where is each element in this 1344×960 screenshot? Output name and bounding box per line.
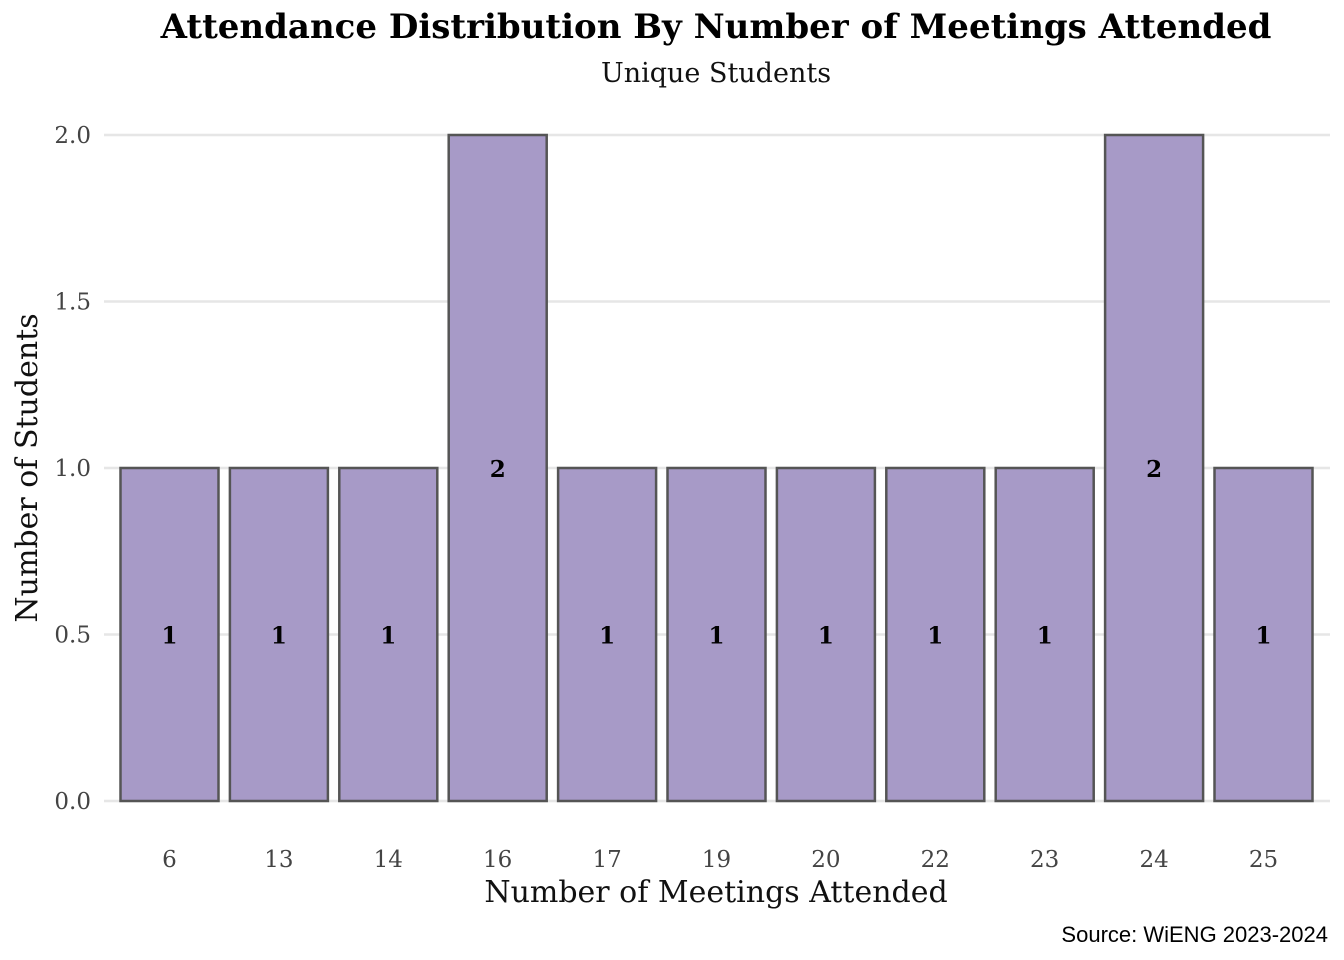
- bar-24: [1103, 133, 1205, 803]
- bar-value-label-14: 1: [380, 623, 396, 650]
- x-tick-label-25: 25: [1249, 847, 1278, 873]
- bar-value-label-25: 1: [1255, 623, 1271, 650]
- source-caption: Source: WiENG 2023-2024: [1061, 922, 1328, 947]
- bar-16: [447, 133, 548, 803]
- x-tick-label-17: 17: [592, 847, 621, 873]
- bar-17: [556, 466, 658, 803]
- x-tick-label-13: 13: [264, 847, 293, 873]
- y-tick-label: 0.5: [54, 623, 91, 649]
- bar-25: [1213, 466, 1314, 803]
- bar-value-label-20: 1: [818, 623, 834, 650]
- x-tick-label-22: 22: [921, 847, 950, 873]
- bar-19: [666, 466, 767, 803]
- x-tick-label-20: 20: [811, 847, 840, 873]
- bar-data-labels: 1 1 1 2 1 1 1 1 1 2 1: [161, 456, 1271, 650]
- bar-value-label-16: 2: [490, 456, 506, 483]
- x-axis-ticks: 6 13 14 16 17 19 20 22 23 24 25: [162, 847, 1278, 873]
- y-tick-label: 0.0: [54, 789, 91, 815]
- bar-value-label-24: 2: [1146, 456, 1162, 483]
- bar-value-label-13: 1: [271, 623, 287, 650]
- bar-value-label-19: 1: [708, 623, 724, 650]
- x-tick-label-24: 24: [1139, 847, 1168, 873]
- bar-13: [228, 466, 330, 803]
- bar-14: [338, 466, 439, 803]
- bar-22: [885, 466, 986, 803]
- chart-title: Attendance Distribution By Number of Mee…: [160, 7, 1272, 47]
- chart-subtitle: Unique Students: [601, 58, 831, 89]
- y-tick-label: 1.5: [54, 290, 91, 316]
- bar-23: [994, 466, 1095, 803]
- x-tick-label-16: 16: [483, 847, 512, 873]
- bar-value-label-22: 1: [927, 623, 943, 650]
- bar-value-label-17: 1: [599, 623, 615, 650]
- y-axis-title: Number of Students: [10, 313, 45, 622]
- bar-value-label-23: 1: [1037, 623, 1053, 650]
- x-axis-title: Number of Meetings Attended: [484, 875, 947, 910]
- x-tick-label-14: 14: [374, 847, 403, 873]
- x-tick-label-6: 6: [162, 847, 177, 873]
- y-tick-label: 2.0: [54, 123, 91, 149]
- x-tick-label-19: 19: [702, 847, 731, 873]
- bar-6: [119, 466, 220, 803]
- bar-value-label-6: 1: [161, 623, 177, 650]
- y-axis-ticks: 0.0 0.5 1.0 1.5 2.0: [54, 123, 91, 815]
- bar-20: [775, 466, 877, 803]
- y-tick-label: 1.0: [54, 456, 91, 482]
- bars: [119, 133, 1314, 803]
- x-tick-label-23: 23: [1030, 847, 1059, 873]
